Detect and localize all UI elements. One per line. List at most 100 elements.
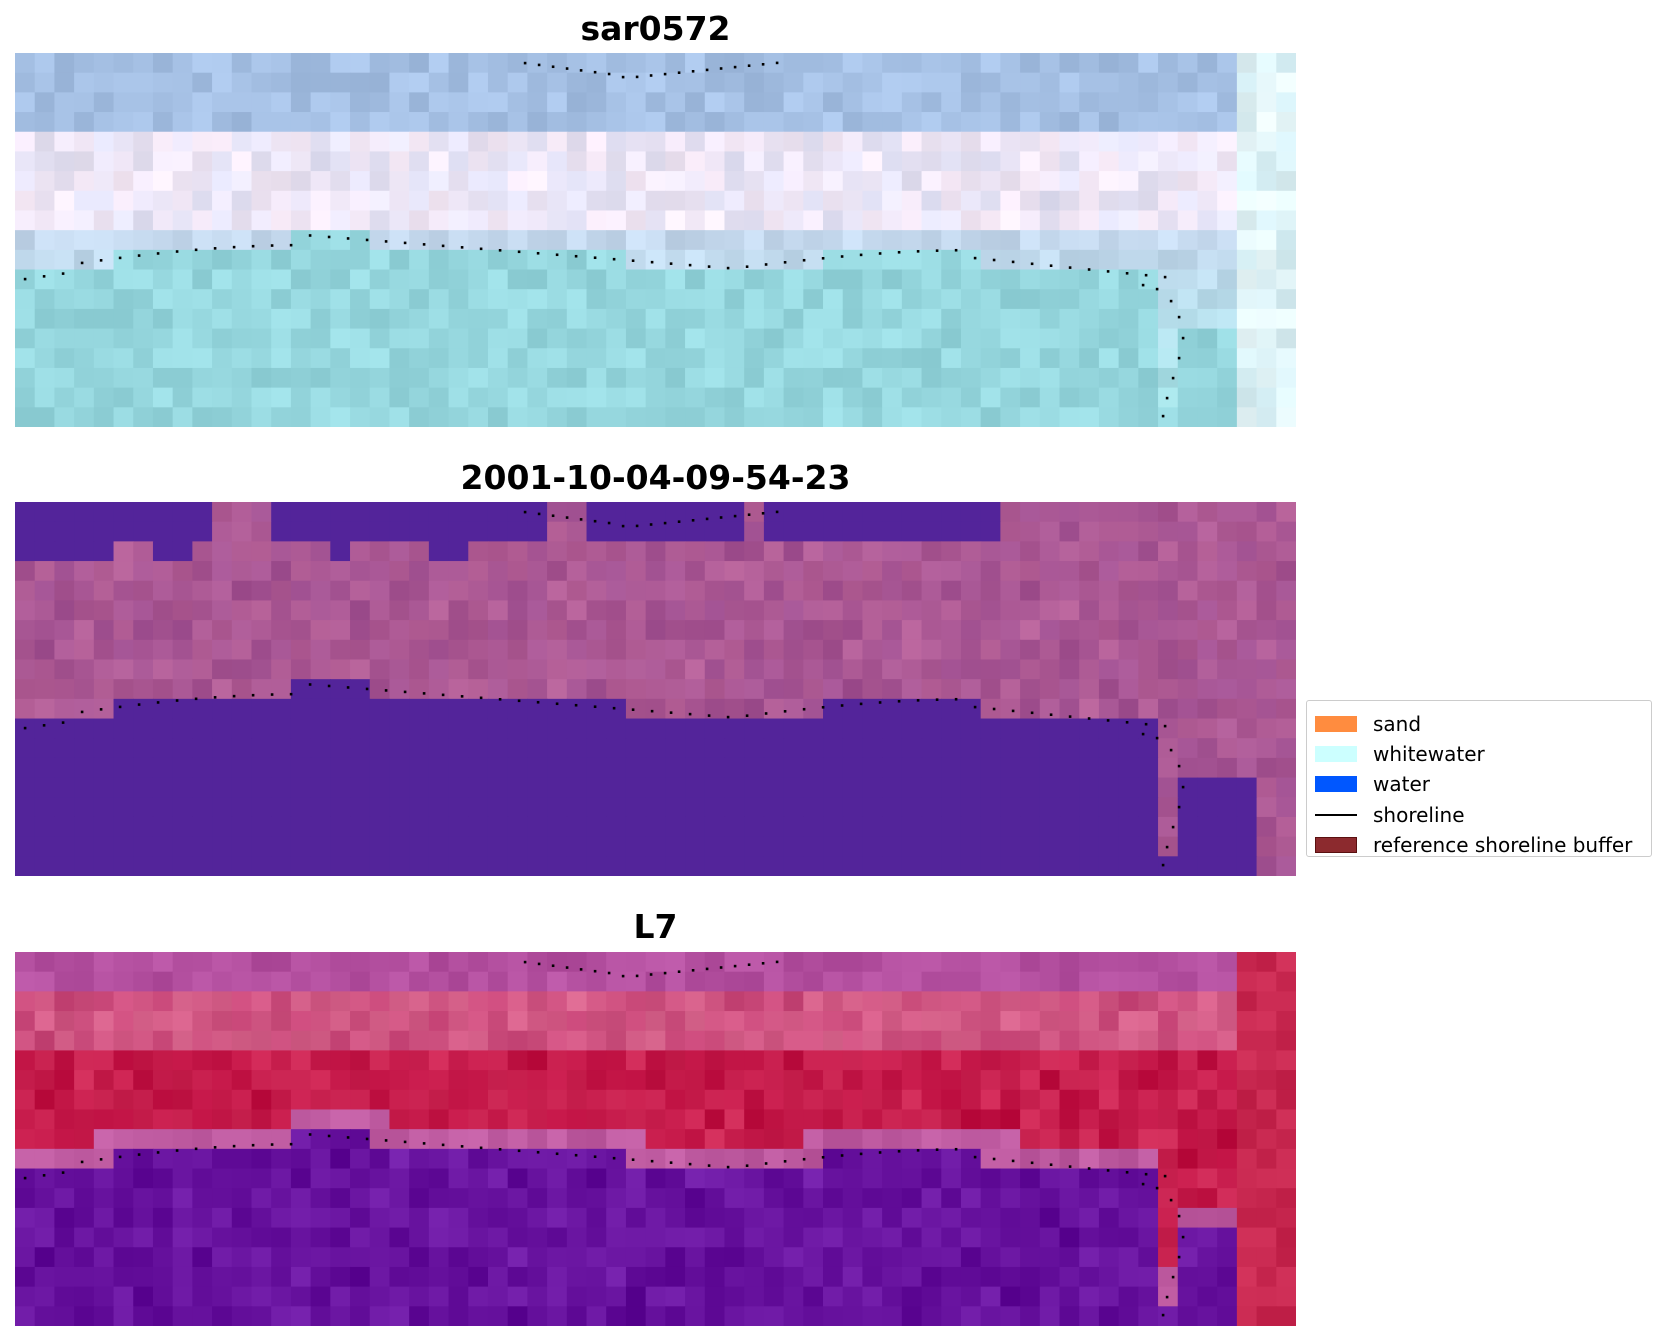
legend-label: shoreline xyxy=(1373,802,1465,827)
shoreline-point xyxy=(669,711,673,714)
shoreline-point xyxy=(579,518,583,521)
shoreline-point xyxy=(733,514,737,518)
shoreline-point xyxy=(726,266,730,270)
shoreline-point xyxy=(523,61,527,65)
legend-item-shoreline: shoreline xyxy=(1307,800,1651,830)
shoreline-point xyxy=(523,960,527,964)
shoreline-point xyxy=(80,261,84,265)
shoreline-point xyxy=(1068,715,1072,718)
shoreline-point xyxy=(289,692,293,696)
shoreline-point xyxy=(764,263,768,266)
shoreline-point xyxy=(783,710,787,713)
shoreline-dots xyxy=(23,960,1185,1317)
shoreline-point xyxy=(213,696,217,699)
shoreline-point xyxy=(669,1161,673,1164)
legend-item-water: water xyxy=(1307,769,1651,799)
shoreline-point xyxy=(663,971,667,975)
shoreline-point xyxy=(1165,845,1169,849)
shoreline-point xyxy=(747,513,751,516)
shoreline-point xyxy=(705,68,709,72)
shoreline-point xyxy=(1177,1255,1181,1259)
shoreline-dots xyxy=(23,510,1185,867)
shoreline-point xyxy=(308,1133,312,1136)
shoreline-point xyxy=(232,694,236,698)
panel-title-classification: 2001-10-04-09-54-23 xyxy=(460,458,851,497)
shoreline-point xyxy=(365,1137,369,1141)
shoreline-point xyxy=(726,715,730,719)
shoreline-point xyxy=(691,70,695,73)
shoreline-point xyxy=(403,1140,407,1144)
shoreline-point xyxy=(1106,1169,1110,1172)
shoreline-point xyxy=(631,259,635,262)
shoreline-point xyxy=(23,277,27,281)
shoreline-point xyxy=(916,250,920,253)
shoreline-point xyxy=(612,1156,616,1160)
rgb-image-panel xyxy=(15,53,1296,427)
shoreline-point xyxy=(289,243,293,247)
legend-swatch-sand xyxy=(1315,716,1357,733)
shoreline-point xyxy=(1177,315,1181,319)
shoreline-point xyxy=(156,1151,160,1154)
shoreline-point xyxy=(232,245,236,249)
shoreline-point xyxy=(1163,1174,1167,1178)
shoreline-point xyxy=(42,275,46,278)
legend-label: sand xyxy=(1373,712,1422,737)
shoreline-point xyxy=(365,687,369,691)
shoreline-point xyxy=(42,724,46,727)
shoreline-point xyxy=(555,1152,559,1156)
shoreline-point xyxy=(1087,268,1091,271)
shoreline-point xyxy=(61,721,65,724)
shoreline-point xyxy=(80,1160,84,1164)
shoreline-point xyxy=(612,706,616,710)
shoreline-point xyxy=(1177,805,1181,809)
shoreline-point xyxy=(878,252,882,255)
shoreline-point xyxy=(574,1153,578,1157)
shoreline-point xyxy=(761,512,765,515)
shoreline-point xyxy=(1106,719,1110,722)
shoreline-point xyxy=(840,704,844,707)
shoreline-point xyxy=(677,970,681,973)
shoreline-point xyxy=(878,1151,882,1154)
shoreline-point xyxy=(517,250,521,254)
shoreline-point xyxy=(935,1148,939,1151)
image-pixels xyxy=(15,502,1296,876)
panel-title-rgb: sar0572 xyxy=(580,9,731,48)
legend-label: water xyxy=(1373,772,1430,797)
shoreline-point xyxy=(1177,356,1181,360)
shoreline-point xyxy=(719,67,723,70)
shoreline-point xyxy=(669,262,673,265)
shoreline-point xyxy=(23,726,27,730)
shoreline-point xyxy=(821,705,825,709)
shoreline-point xyxy=(537,512,541,516)
shoreline-point xyxy=(761,962,765,965)
shoreline-point xyxy=(973,1155,977,1159)
shoreline-point xyxy=(635,974,639,978)
shoreline-point xyxy=(859,702,863,706)
shoreline-point xyxy=(1125,272,1129,275)
shoreline-point xyxy=(1144,722,1148,726)
shoreline-point xyxy=(1155,736,1159,740)
shoreline-point xyxy=(175,250,179,253)
shoreline-point xyxy=(555,253,559,257)
shoreline-point xyxy=(194,248,198,252)
shoreline-point xyxy=(118,256,122,260)
legend-item-whitewater: whitewater xyxy=(1307,739,1651,769)
shoreline-point xyxy=(1106,270,1110,273)
shoreline-point xyxy=(935,249,939,252)
legend-item-reference-buffer: reference shoreline buffer xyxy=(1307,830,1651,860)
shoreline-point xyxy=(137,254,141,257)
shoreline-point xyxy=(821,256,825,260)
shoreline-point xyxy=(1171,376,1175,380)
shoreline-point xyxy=(593,1155,597,1159)
shoreline-point xyxy=(802,258,806,262)
shoreline-point xyxy=(156,701,160,704)
shoreline-point xyxy=(593,969,597,973)
shoreline-point xyxy=(384,240,388,243)
shoreline-point xyxy=(992,1157,996,1161)
shoreline-point xyxy=(707,714,711,717)
shoreline-point xyxy=(61,1171,65,1174)
shoreline-point xyxy=(1169,299,1173,303)
shoreline-point xyxy=(1181,785,1185,789)
shoreline-point xyxy=(916,699,920,702)
legend-swatch-water xyxy=(1315,776,1357,793)
